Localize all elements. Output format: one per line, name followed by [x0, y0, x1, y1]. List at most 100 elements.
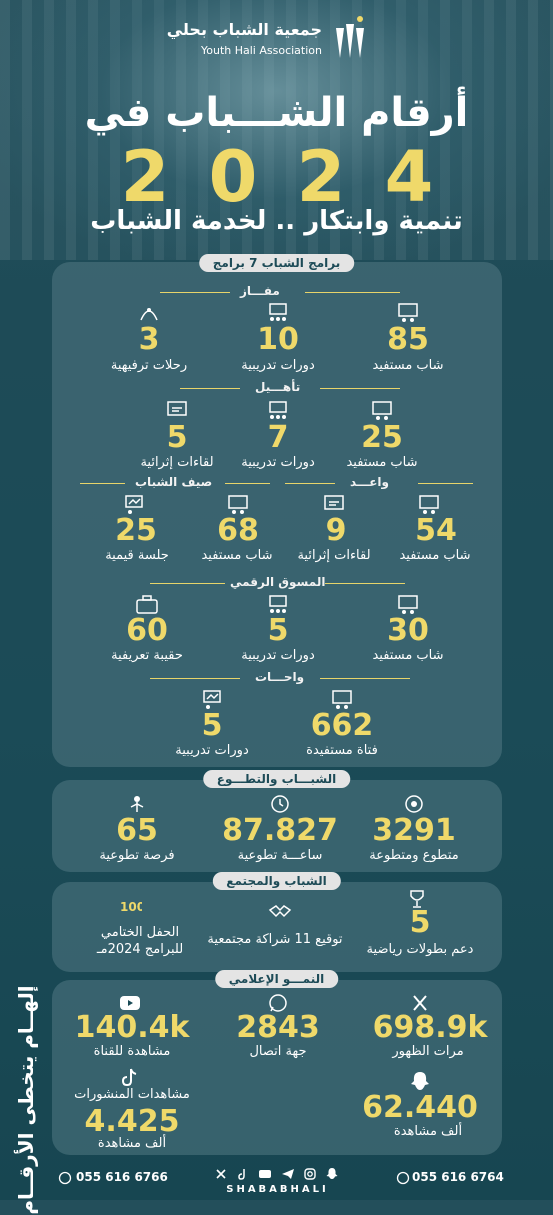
- celebration-icon: 100: [120, 900, 142, 914]
- page-title: أرقام الشـــباب في: [84, 90, 469, 136]
- stat-label: جلسة قيمية: [105, 548, 169, 563]
- stat-label: دورات تدريبية: [241, 358, 315, 373]
- year-digit: 4: [384, 136, 434, 218]
- volunteering-panel: [52, 780, 502, 872]
- stat-label: شاب مستفيد: [372, 358, 444, 373]
- section-rule: [80, 483, 125, 484]
- section-rule: [305, 292, 400, 293]
- stat-label: متطوع ومتطوعة: [369, 848, 459, 863]
- section-rule: [150, 678, 240, 679]
- people-board-icon: [398, 595, 418, 614]
- stat-label: شاب مستفيد: [346, 455, 418, 470]
- stat-value: 25: [361, 420, 403, 455]
- programs-panel: [52, 262, 502, 767]
- section-title-marketer: المسوق الرقمي: [230, 575, 326, 589]
- people-board-icon: [419, 495, 439, 514]
- meeting-icon: [167, 401, 187, 416]
- people-board-icon: [332, 690, 352, 709]
- stat-value: 65: [116, 813, 158, 848]
- whatsapp-icon: [396, 1171, 410, 1185]
- media-pill: النمـــو الإعلامي: [214, 970, 339, 988]
- stat-value: 85: [387, 322, 429, 357]
- stat-label: حقيبة تعريفية: [111, 648, 183, 663]
- training-icon: [269, 401, 287, 419]
- telegram-icon[interactable]: [281, 1166, 295, 1180]
- section-title-summer: صيف الشباب: [135, 475, 213, 489]
- stat-label: دورات تدريبية: [175, 743, 249, 758]
- stat-label: مشاهدات المنشورات: [74, 1087, 190, 1102]
- stat-value: 3: [138, 322, 160, 357]
- stat-value: 662: [310, 708, 374, 743]
- presentation-icon: [203, 690, 221, 709]
- stat-label: رحلات ترفيهية: [110, 358, 188, 373]
- logo-mark-icon: [336, 16, 364, 58]
- trip-icon: [140, 308, 158, 321]
- handshake-icon: [268, 905, 292, 918]
- stat-value: 698.9k: [372, 1010, 488, 1045]
- brand-handle: SHABABHALI: [226, 1184, 329, 1195]
- stat-label: شاب مستفيد: [399, 548, 471, 563]
- stat-value: 25: [115, 513, 157, 548]
- x-icon[interactable]: [214, 1166, 228, 1180]
- social-icons: [214, 1166, 339, 1180]
- instagram-icon[interactable]: [303, 1166, 317, 1180]
- stat-label: لقاءات إثرائية: [297, 548, 371, 563]
- stat-label: شاب مستفيد: [201, 548, 273, 563]
- stat-label: لقاءات إثرائية: [140, 455, 214, 470]
- meeting-icon: [324, 495, 344, 510]
- community-panel: [52, 882, 502, 972]
- tiktok-icon[interactable]: [236, 1166, 250, 1180]
- phone-right[interactable]: 055 616 6764: [412, 1170, 504, 1184]
- hero-background: [0, 0, 553, 260]
- section-title-wahat: واحـــات: [255, 670, 305, 684]
- whatsapp-icon: [269, 994, 287, 1012]
- stat-label: ألف مشاهدة: [97, 1136, 167, 1151]
- community-pill: الشباب والمجتمع: [212, 872, 341, 890]
- section-title-mafaz: مفـــاز: [240, 284, 280, 298]
- stat-value: 140.4k: [74, 1010, 190, 1045]
- section-rule: [150, 583, 225, 584]
- stat-label: الحفل الختامي: [100, 925, 180, 940]
- stat-label: توقيع 11 شراكة مجتمعية: [207, 932, 343, 947]
- briefcase-icon: [136, 595, 158, 614]
- people-board-icon: [398, 303, 418, 322]
- stat-label: مشاهدة للقناة: [93, 1044, 171, 1059]
- stat-value: 54: [415, 513, 457, 548]
- snapchat-icon: [411, 1072, 429, 1090]
- section-rule: [418, 483, 473, 484]
- training-icon: [269, 303, 287, 321]
- stat-value: 2843: [236, 1010, 320, 1045]
- stat-value: 9: [325, 513, 347, 548]
- stat-label: فتاة مستفيدة: [306, 743, 378, 758]
- stat-value: 60: [126, 613, 168, 648]
- people-board-icon: [372, 401, 392, 420]
- section-rule: [320, 388, 400, 389]
- youtube-icon[interactable]: [258, 1166, 272, 1180]
- snapchat-icon[interactable]: [325, 1166, 339, 1180]
- year-digit: 0: [208, 136, 258, 218]
- whatsapp-icon: [58, 1171, 72, 1185]
- training-icon: [269, 595, 287, 613]
- section-rule: [225, 483, 270, 484]
- stat-value: 7: [267, 420, 289, 455]
- people-board-icon: [228, 495, 248, 514]
- section-rule: [325, 583, 405, 584]
- stat-label: مرات الظهور: [392, 1044, 464, 1059]
- programs-pill: برامج الشباب 7 برامج: [198, 254, 355, 272]
- stat-label: دعم بطولات رياضية: [366, 942, 474, 957]
- svg-text:100: 100: [120, 900, 142, 914]
- stat-value: 68: [217, 513, 259, 548]
- association-logo: جمعية الشباب بحلي Youth Hali Association: [167, 14, 370, 64]
- section-rule: [320, 678, 410, 679]
- page-subtitle: تنمية وابتكار .. لخدمة الشباب: [90, 206, 463, 236]
- stat-value: 5: [201, 708, 223, 743]
- stat-label: جهة اتصال: [249, 1044, 307, 1059]
- stat-label: دورات تدريبية: [241, 648, 315, 663]
- clock-icon: [271, 795, 289, 813]
- stat-value: 87.827: [222, 813, 338, 848]
- stat-value: 5: [267, 613, 289, 648]
- stat-value: 3291: [372, 813, 456, 848]
- phone-left[interactable]: 055 616 6766: [76, 1170, 168, 1184]
- stat-label: ساعـــة تطوعية: [237, 848, 323, 863]
- volunteering-pill: الشبـــاب والتطـــوع: [202, 770, 351, 788]
